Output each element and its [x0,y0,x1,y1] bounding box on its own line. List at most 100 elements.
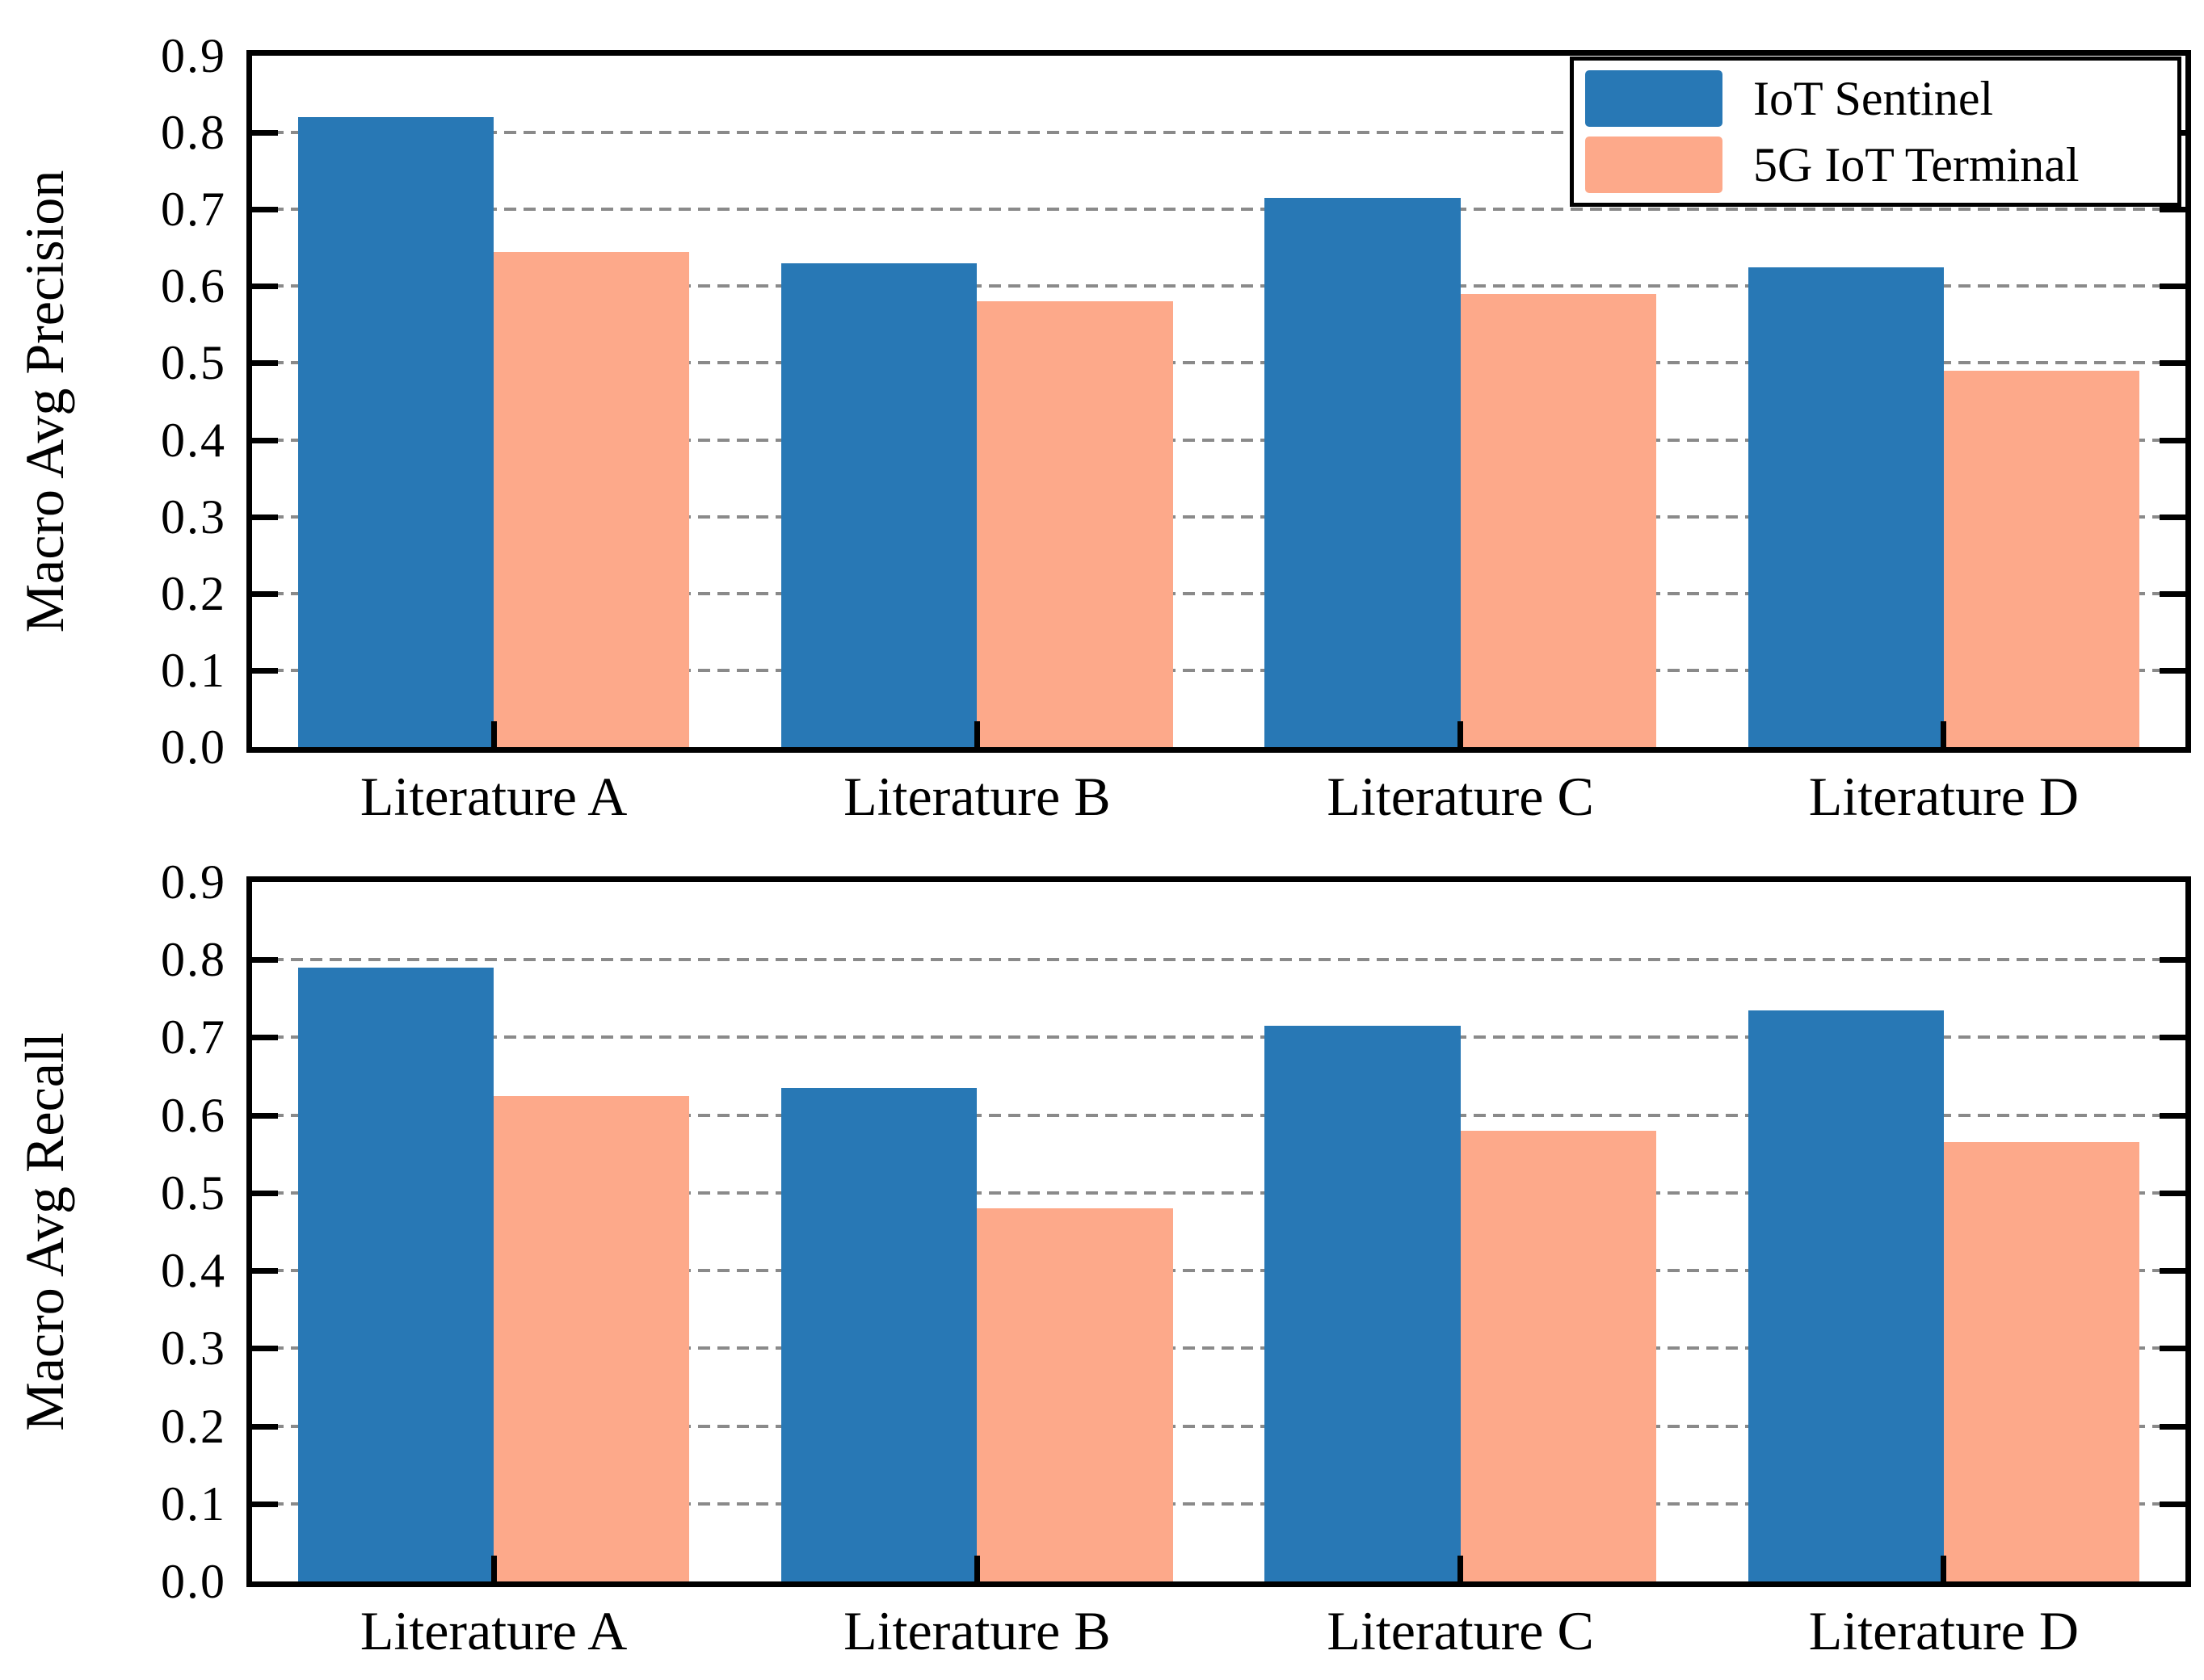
bar-iot-sentinel-literature-b [781,1088,978,1581]
legend-label-iot-sentinel: IoT Sentinel [1753,72,1994,125]
y-tick-left-0.5 [252,360,278,367]
bar-iot-sentinel-literature-d [1748,267,1944,747]
y-axis-label-precision: Macro Avg Precision [14,170,75,633]
y-tick-label-0-5: 0.5 [161,336,226,390]
y-tick-right-0.5 [2160,360,2185,367]
y-tick-left-0.8 [252,957,278,964]
bar-5g-iot-terminal-literature-b [977,301,1173,747]
y-tick-left-0.4 [252,1268,278,1275]
y-tick-label-0-0: 0.0 [161,720,226,774]
x-category-label-literature-c: Literature C [1327,766,1594,827]
legend-item-iot-sentinel: IoT Sentinel [1574,70,2177,127]
legend-label-5g-iot-terminal: 5G IoT Terminal [1753,138,2080,191]
y-tick-right-0.7 [2160,207,2185,213]
y-tick-right-0.1 [2160,1501,2185,1507]
gridline-0.8 [252,131,2185,135]
y-tick-left-0.7 [252,207,278,213]
y-tick-label-0-7: 0.7 [161,1010,226,1065]
bar-iot-sentinel-literature-b [781,262,978,747]
y-tick-left-0.3 [252,1346,278,1352]
x-category-label-literature-d: Literature D [1808,1600,2079,1661]
x-tick-literature-b [974,721,980,747]
bar-5g-iot-terminal-literature-a [494,251,690,747]
bar-5g-iot-terminal-literature-a [494,1095,690,1581]
bar-5g-iot-terminal-literature-b [977,1208,1173,1581]
x-category-label-literature-d: Literature D [1808,766,2079,827]
gridline-0.2 [252,1424,2185,1428]
y-tick-left-0.1 [252,1501,278,1507]
y-tick-label-0-8: 0.8 [161,933,226,987]
x-tick-literature-c [1457,1556,1464,1581]
gridline-0.3 [252,1346,2185,1350]
bar-iot-sentinel-literature-a [297,117,494,747]
y-tick-label-0-3: 0.3 [161,1321,226,1376]
y-tick-left-0.2 [252,1423,278,1430]
y-tick-label-0-4: 0.4 [161,413,226,467]
y-tick-left-0.5 [252,1190,278,1196]
gridline-0.8 [252,958,2185,962]
y-tick-label-0-3: 0.3 [161,489,226,544]
bar-iot-sentinel-literature-c [1264,197,1461,747]
panel-recall-plot-area [246,876,2191,1587]
y-tick-left-0.7 [252,1035,278,1041]
y-tick-right-0.3 [2160,1346,2185,1352]
y-tick-right-0.2 [2160,1423,2185,1430]
bar-iot-sentinel-literature-c [1264,1026,1461,1581]
y-tick-right-0.6 [2160,284,2185,290]
gridline-0.4 [252,1269,2185,1273]
x-tick-literature-b [974,1556,980,1581]
y-tick-right-0.4 [2160,437,2185,443]
y-tick-left-0.2 [252,590,278,597]
legend-swatch-5g-iot-terminal [1585,136,1722,193]
gridline-0.3 [252,514,2185,519]
y-tick-left-0.1 [252,667,278,674]
legend-swatch-iot-sentinel [1585,70,1722,127]
y-tick-label-0-2: 0.2 [161,1399,226,1453]
gridline-0.7 [252,1035,2185,1040]
gridline-0.5 [252,361,2185,365]
gridline-0.5 [252,1191,2185,1195]
y-tick-right-0.8 [2160,957,2185,964]
y-tick-left-0.8 [252,130,278,136]
y-tick-right-0.3 [2160,514,2185,520]
y-tick-right-0.4 [2160,1268,2185,1275]
y-tick-left-0.3 [252,514,278,520]
gridline-0.6 [252,284,2185,288]
y-tick-label-0-2: 0.2 [161,566,226,620]
y-tick-label-0-1: 0.1 [161,643,226,697]
gridline-0.1 [252,1502,2185,1506]
x-tick-literature-d [1941,1556,1947,1581]
y-tick-label-0-7: 0.7 [161,183,226,237]
gridline-0.2 [252,591,2185,595]
y-tick-right-0.7 [2160,1035,2185,1041]
y-tick-right-0.5 [2160,1190,2185,1196]
x-tick-literature-a [490,1556,497,1581]
y-tick-label-0-8: 0.8 [161,106,226,160]
y-tick-left-0.6 [252,284,278,290]
y-tick-label-0-5: 0.5 [161,1166,226,1220]
bar-iot-sentinel-literature-a [297,967,494,1581]
x-category-label-literature-b: Literature B [843,1600,1111,1661]
gridline-0.1 [252,668,2185,672]
y-tick-right-0.1 [2160,667,2185,674]
x-tick-literature-a [490,721,497,747]
x-category-label-literature-c: Literature C [1327,1600,1594,1661]
y-tick-label-0-9: 0.9 [161,855,226,909]
y-tick-left-0.6 [252,1112,278,1119]
y-tick-label-0-9: 0.9 [161,29,226,82]
bar-5g-iot-terminal-literature-d [1943,1142,2140,1581]
y-tick-label-0-6: 0.6 [161,1088,226,1142]
bar-5g-iot-terminal-literature-d [1943,370,2140,747]
legend-item-5g-iot-terminal: 5G IoT Terminal [1574,136,2177,193]
x-category-label-literature-b: Literature B [843,766,1111,827]
gridline-0.7 [252,208,2185,212]
x-tick-literature-d [1941,721,1947,747]
y-tick-right-0.6 [2160,1112,2185,1119]
x-tick-literature-c [1457,721,1464,747]
x-category-label-literature-a: Literature A [360,1600,628,1661]
y-tick-right-0.2 [2160,590,2185,597]
y-tick-label-0-4: 0.4 [161,1244,226,1298]
y-tick-label-0-6: 0.6 [161,259,226,313]
gridline-0.6 [252,1113,2185,1117]
